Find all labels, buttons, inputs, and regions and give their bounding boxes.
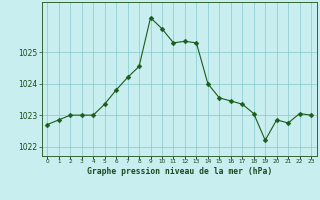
X-axis label: Graphe pression niveau de la mer (hPa): Graphe pression niveau de la mer (hPa) — [87, 167, 272, 176]
